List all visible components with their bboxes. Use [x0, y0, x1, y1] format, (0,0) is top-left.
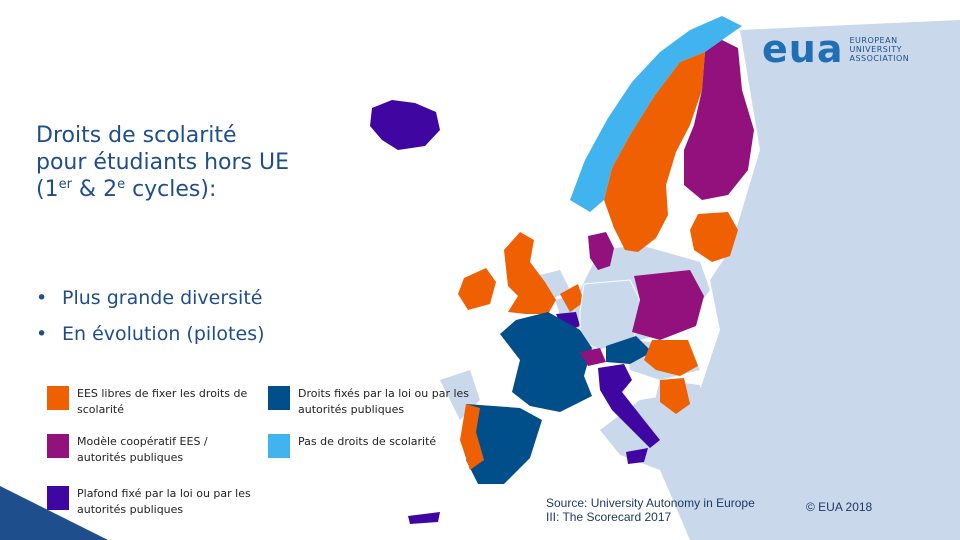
- title-part: & 2: [71, 177, 118, 202]
- country-norway: [570, 16, 742, 212]
- legend-swatch-darkblue: [268, 386, 290, 410]
- bullet-item: En évolution (pilotes): [36, 316, 265, 352]
- country-iceland: [370, 100, 440, 150]
- bullet-item: Plus grande diversité: [36, 280, 265, 316]
- country-baltics: [690, 212, 738, 262]
- title-part: (1: [36, 177, 59, 202]
- legend-label: Modèle coopératif EES / autorités publiq…: [77, 435, 208, 464]
- logo-line-2: UNIVERSITY: [849, 44, 902, 54]
- country-islands: [408, 512, 440, 524]
- country-netherlands: [560, 284, 584, 312]
- logo-line-1: EUROPEAN: [849, 35, 898, 45]
- country-spain: [466, 404, 542, 484]
- country-poland: [632, 270, 704, 340]
- title-line-1: Droits de scolarité: [36, 123, 237, 148]
- country-switzerland: [580, 348, 606, 366]
- legend-label: Plafond fixé par la loi ou par les autor…: [77, 487, 251, 516]
- legend-label: Pas de droits de scolarité: [298, 435, 437, 448]
- eua-logo: eua EUROPEAN UNIVERSITY ASSOCIATION: [762, 30, 909, 68]
- country-sicily: [626, 448, 648, 464]
- country-sweden: [604, 52, 705, 252]
- title-sup-2: e: [117, 177, 126, 192]
- title-line-2: pour étudiants hors UE: [36, 150, 289, 175]
- country-hungary: [644, 340, 698, 376]
- legend-label: Droits fixés par la loi ou par les autor…: [298, 387, 470, 416]
- legend-item-ceiling: Plafond fixé par la loi ou par les autor…: [47, 486, 252, 518]
- country-italy: [598, 364, 660, 448]
- title-part: cycles):: [125, 177, 217, 202]
- country-greece: [676, 414, 710, 470]
- legend-swatch-indigo: [47, 486, 69, 510]
- country-serbia: [660, 378, 690, 414]
- country-uk: [504, 232, 556, 314]
- legend-item-cooperative: Modèle coopératif EES / autorités publiq…: [47, 434, 252, 466]
- country-austria: [606, 336, 652, 364]
- country-finland: [684, 40, 754, 200]
- logo-text: EUROPEAN UNIVERSITY ASSOCIATION: [849, 36, 909, 63]
- title-sup-1: er: [58, 177, 72, 192]
- legend-swatch-lightblue: [268, 434, 290, 458]
- source-note: Source: University Autonomy in Europe II…: [546, 496, 755, 524]
- legend-label: EES libres de fixer les droits de scolar…: [77, 387, 248, 416]
- bullet-list: Plus grande diversité En évolution (pilo…: [36, 280, 265, 352]
- copyright: © EUA 2018: [806, 500, 873, 514]
- legend-swatch-purple: [47, 434, 69, 458]
- country-denmark: [588, 232, 614, 270]
- legend-swatch-orange: [47, 386, 69, 410]
- legend-item-free: EES libres de fixer les droits de scolar…: [47, 386, 252, 418]
- logo-mark: eua: [762, 27, 844, 71]
- title-line-3: (1er & 2e cycles):: [36, 176, 366, 203]
- country-france: [500, 312, 592, 412]
- country-ireland: [458, 268, 496, 310]
- legend-item-no-fees: Pas de droits de scolarité: [268, 434, 473, 458]
- page-title: Droits de scolarité pour étudiants hors …: [36, 122, 366, 203]
- logo-line-3: ASSOCIATION: [849, 53, 910, 63]
- legend-item-law: Droits fixés par la loi ou par les autor…: [268, 386, 473, 418]
- corner-decoration: [0, 486, 108, 540]
- country-portugal: [460, 404, 484, 470]
